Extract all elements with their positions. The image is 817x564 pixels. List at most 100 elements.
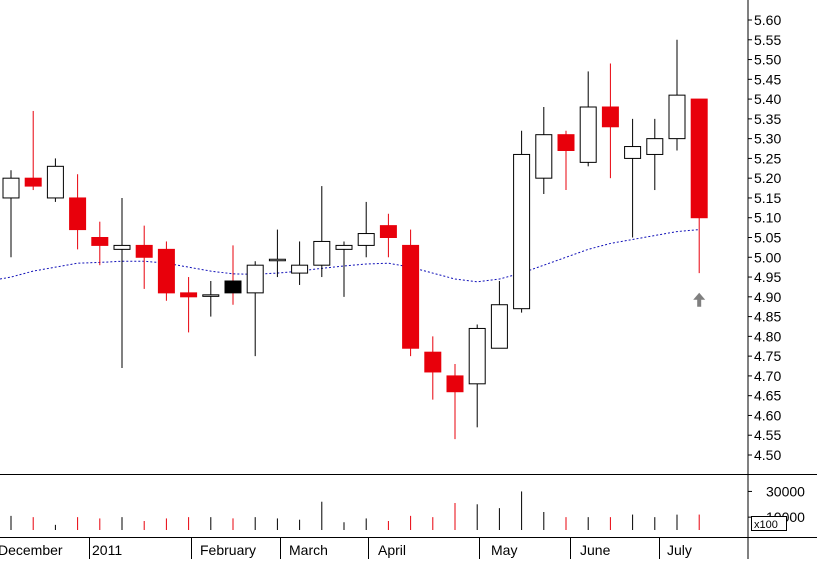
price-tick-label: 5.45 xyxy=(754,71,781,87)
candle xyxy=(2,170,20,258)
candle xyxy=(69,174,87,250)
candle xyxy=(335,241,353,297)
candle-body xyxy=(157,248,175,294)
candle xyxy=(24,110,42,191)
candle-body xyxy=(446,375,464,393)
candle-body xyxy=(690,98,708,219)
moving-average-line xyxy=(0,229,700,283)
candle-body xyxy=(180,292,198,298)
price-tick-label: 4.75 xyxy=(754,348,781,364)
candle-body xyxy=(335,244,353,250)
candle xyxy=(579,71,597,167)
candle-body xyxy=(46,165,64,199)
candle-body xyxy=(646,138,664,155)
candle-body xyxy=(601,106,619,128)
price-tick-label: 5.05 xyxy=(754,230,781,246)
candle xyxy=(601,63,619,179)
price-tick-label: 5.25 xyxy=(754,150,781,166)
candle-body xyxy=(468,327,486,385)
candle-body xyxy=(402,244,420,349)
candle-body xyxy=(490,304,508,349)
candle-body xyxy=(424,351,442,373)
candle-body xyxy=(291,264,309,274)
candle xyxy=(379,213,397,258)
candle xyxy=(291,241,309,285)
volume-unit-label: x100 xyxy=(754,519,778,531)
volume-unit-box xyxy=(751,516,787,531)
candle xyxy=(490,281,508,349)
candle xyxy=(535,107,553,194)
candle-body xyxy=(224,280,242,294)
candle xyxy=(424,336,442,400)
price-tick-label: 4.70 xyxy=(754,368,781,384)
price-tick-label: 5.30 xyxy=(754,131,781,147)
candle-body xyxy=(2,177,20,199)
candle xyxy=(246,261,264,357)
x-tick-label: 2011 xyxy=(92,542,122,558)
candle-body xyxy=(557,134,575,152)
candle xyxy=(357,201,375,258)
x-tick-label: March xyxy=(289,542,328,558)
candle xyxy=(646,118,664,191)
price-tick-label: 5.60 xyxy=(754,12,781,28)
candle-body xyxy=(135,244,153,258)
arrow-up-icon xyxy=(693,292,706,307)
price-tick-label: 5.10 xyxy=(754,210,781,226)
price-tick-label: 5.55 xyxy=(754,32,781,48)
candle xyxy=(202,281,220,317)
x-tick-label: December xyxy=(0,542,63,558)
candle xyxy=(180,277,198,333)
candle xyxy=(268,229,286,278)
candle-body xyxy=(668,94,686,140)
price-tick-label: 5.40 xyxy=(754,91,781,107)
price-tick-label: 4.85 xyxy=(754,309,781,325)
candle xyxy=(668,39,686,151)
candle xyxy=(135,225,153,289)
x-tick-label: April xyxy=(378,542,406,558)
candle-body xyxy=(91,237,109,246)
candle-body xyxy=(113,244,131,250)
price-tick-label: 4.90 xyxy=(754,289,781,305)
candle xyxy=(313,186,331,278)
candle-body xyxy=(357,233,375,246)
candle-body xyxy=(246,264,264,294)
candle-body xyxy=(535,134,553,179)
candle-body xyxy=(69,197,87,231)
candle xyxy=(402,229,420,357)
candle-body xyxy=(579,106,597,163)
candle-body xyxy=(24,177,42,187)
price-tick-label: 4.50 xyxy=(754,447,781,463)
price-tick-label: 4.65 xyxy=(754,388,781,404)
candle-body xyxy=(268,258,286,262)
candle-body xyxy=(313,240,331,266)
price-tick-label: 5.35 xyxy=(754,111,781,127)
price-tick-label: 5.15 xyxy=(754,190,781,206)
candle xyxy=(113,197,131,368)
x-tick-label: June xyxy=(580,542,611,558)
candle-body xyxy=(513,153,531,310)
candle xyxy=(224,245,242,305)
candle xyxy=(91,221,109,266)
x-tick-label: February xyxy=(200,542,256,558)
price-tick-label: 4.95 xyxy=(754,269,781,285)
candle xyxy=(513,130,531,313)
x-tick-label: May xyxy=(491,542,517,558)
candle-body xyxy=(379,225,397,239)
price-tick-label: 5.50 xyxy=(754,52,781,68)
candle xyxy=(446,364,464,440)
candle xyxy=(557,130,575,191)
price-tick-label: 4.80 xyxy=(754,328,781,344)
candle xyxy=(46,158,64,202)
candle xyxy=(468,324,486,428)
price-tick-label: 5.20 xyxy=(754,170,781,186)
x-tick-label: July xyxy=(667,542,692,558)
price-tick-label: 4.55 xyxy=(754,427,781,443)
price-tick-label: 4.60 xyxy=(754,407,781,423)
candle-body xyxy=(624,146,642,159)
volume-tick-label: 30000 xyxy=(766,483,805,499)
price-tick-label: 5.00 xyxy=(754,249,781,265)
candle xyxy=(690,98,708,274)
candle-body xyxy=(202,294,220,297)
